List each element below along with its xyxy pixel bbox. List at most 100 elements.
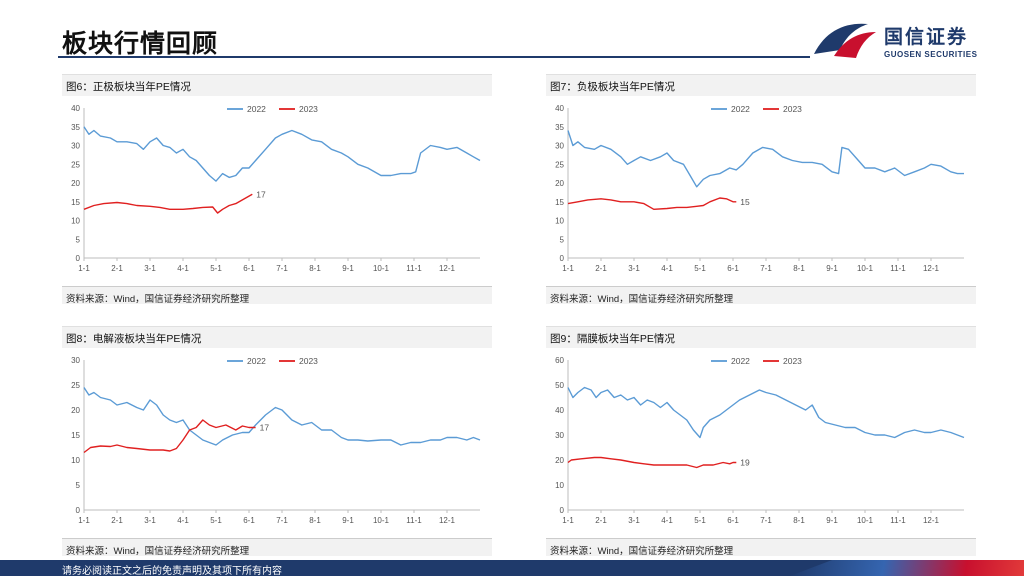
y-tick-label: 40 — [71, 104, 80, 113]
x-tick-label: 8-1 — [309, 264, 321, 273]
x-tick-label: 6-1 — [727, 516, 739, 525]
x-tick-label: 3-1 — [628, 264, 640, 273]
chart-panel-fig8: 图8：电解液板块当年PE情况 0 5 10 15 20 25 30 1-1 2-1 3-1 4-1 5… — [62, 326, 492, 557]
y-tick-label: 15 — [71, 198, 80, 207]
x-tick-label: 3-1 — [628, 516, 640, 525]
brand-logo: 国信证券 GUOSEN SECURITIES — [812, 18, 982, 64]
chart-footer: 资料来源：Wind，国信证券经济研究所整理 — [546, 538, 976, 557]
x-tick-label: 9-1 — [826, 516, 838, 525]
legend-label-2023: 2023 — [299, 356, 318, 366]
x-tick-label: 3-1 — [144, 516, 156, 525]
footer-bar — [0, 560, 1024, 576]
x-tick-label: 1-1 — [562, 264, 574, 273]
y-tick-label: 10 — [71, 456, 80, 465]
x-tick-label: 10-1 — [857, 516, 874, 525]
x-tick-label: 9-1 — [342, 264, 354, 273]
chart-panel-fig9: 图9：隔膜板块当年PE情况 0 10 20 30 40 50 60 1-1 2-1 3-1 4-1 5… — [546, 326, 976, 557]
series-line-2022 — [567, 130, 964, 188]
x-tick-label: 2-1 — [111, 264, 123, 273]
legend-label-2023: 2023 — [783, 104, 802, 114]
x-tick-label: 3-1 — [144, 264, 156, 273]
y-tick-label: 15 — [555, 198, 564, 207]
end-value-label: 15 — [740, 197, 750, 207]
y-tick-label: 5 — [76, 235, 81, 244]
y-tick-label: 40 — [555, 104, 564, 113]
end-value-label: 17 — [260, 423, 270, 433]
y-tick-label: 20 — [71, 179, 80, 188]
end-value-label: 17 — [256, 189, 266, 199]
y-tick-label: 0 — [76, 506, 81, 515]
series-line-2023 — [83, 419, 256, 454]
x-tick-label: 5-1 — [694, 264, 706, 273]
x-tick-label: 4-1 — [177, 516, 189, 525]
legend-label-2023: 2023 — [299, 104, 318, 114]
x-tick-label: 11-1 — [406, 516, 422, 525]
footer-accent-stripe — [790, 560, 1024, 576]
chart-plot: 0 5 10 15 20 25 30 1-1 2-1 3-1 4-1 5-1 6-1 7-1 8-1 9-1 1… — [71, 356, 481, 525]
brand-name-cn: 国信证券 — [884, 27, 969, 48]
y-tick-label: 30 — [555, 431, 564, 440]
y-tick-label: 35 — [71, 123, 80, 132]
y-tick-label: 10 — [71, 217, 80, 226]
brand-name-en: GUOSEN SECURITIES — [884, 50, 978, 59]
series-line-2023 — [83, 193, 253, 214]
x-tick-label: 9-1 — [826, 264, 838, 273]
chart-title: 图9：隔膜板块当年PE情况 — [550, 333, 675, 345]
x-tick-label: 2-1 — [595, 264, 607, 273]
x-tick-label: 8-1 — [309, 516, 321, 525]
x-tick-label: 7-1 — [760, 516, 772, 525]
y-tick-label: 0 — [560, 506, 565, 515]
legend-label-2022: 2022 — [731, 104, 750, 114]
x-tick-label: 4-1 — [661, 516, 673, 525]
series-line-2023 — [567, 456, 737, 469]
x-tick-label: 11-1 — [406, 264, 422, 273]
chart-footer: 资料来源：Wind，国信证券经济研究所整理 — [546, 286, 976, 305]
y-tick-label: 20 — [555, 179, 564, 188]
y-tick-label: 60 — [555, 356, 564, 365]
x-tick-label: 1-1 — [562, 516, 574, 525]
end-value-label: 19 — [740, 458, 750, 468]
y-tick-label: 40 — [555, 406, 564, 415]
legend-label-2022: 2022 — [247, 104, 266, 114]
chart-footer: 资料来源：Wind，国信证券经济研究所整理 — [62, 538, 492, 557]
guosen-logo-icon — [814, 23, 876, 58]
series-line-2022 — [83, 387, 481, 446]
x-tick-label: 10-1 — [373, 516, 390, 525]
x-tick-label: 5-1 — [210, 264, 222, 273]
x-tick-label: 10-1 — [373, 264, 390, 273]
legend-label-2022: 2022 — [731, 356, 750, 366]
chart-header: 图6：正极板块当年PE情况 — [62, 74, 492, 96]
x-tick-label: 7-1 — [276, 516, 288, 525]
x-tick-label: 8-1 — [793, 264, 805, 273]
x-tick-label: 8-1 — [793, 516, 805, 525]
x-tick-label: 1-1 — [78, 516, 90, 525]
series-line-2022 — [567, 386, 965, 439]
chart-title: 图8：电解液板块当年PE情况 — [66, 333, 202, 345]
x-tick-label: 5-1 — [210, 516, 222, 525]
page-title: 板块行情回顾 — [62, 30, 219, 58]
y-tick-label: 30 — [71, 142, 80, 151]
legend-label-2023: 2023 — [783, 356, 802, 366]
series-line-2022 — [83, 126, 481, 182]
x-tick-label: 6-1 — [243, 264, 255, 273]
chart-title: 图6：正极板块当年PE情况 — [66, 81, 191, 93]
chart-header: 图7：负极板块当年PE情况 — [546, 74, 976, 96]
y-tick-label: 20 — [555, 456, 564, 465]
y-tick-label: 10 — [555, 217, 564, 226]
y-tick-label: 15 — [71, 431, 80, 440]
y-tick-label: 20 — [71, 406, 80, 415]
chart-source: 资料来源：Wind，国信证券经济研究所整理 — [66, 294, 250, 305]
series-line-2023 — [567, 197, 737, 210]
y-tick-label: 5 — [76, 481, 81, 490]
x-tick-label: 6-1 — [243, 516, 255, 525]
y-tick-label: 25 — [71, 381, 80, 390]
y-tick-label: 25 — [71, 160, 80, 169]
x-tick-label: 7-1 — [760, 264, 772, 273]
x-tick-label: 10-1 — [857, 264, 874, 273]
chart-plot: 0 10 20 30 40 50 60 1-1 2-1 3-1 4-1 5-1 6-1 7-1 8-1 9-1… — [555, 356, 965, 525]
y-tick-label: 50 — [555, 381, 564, 390]
y-tick-label: 30 — [71, 356, 80, 365]
chart-source: 资料来源：Wind，国信证券经济研究所整理 — [550, 294, 734, 305]
y-tick-label: 30 — [555, 142, 564, 151]
y-tick-label: 5 — [560, 235, 565, 244]
